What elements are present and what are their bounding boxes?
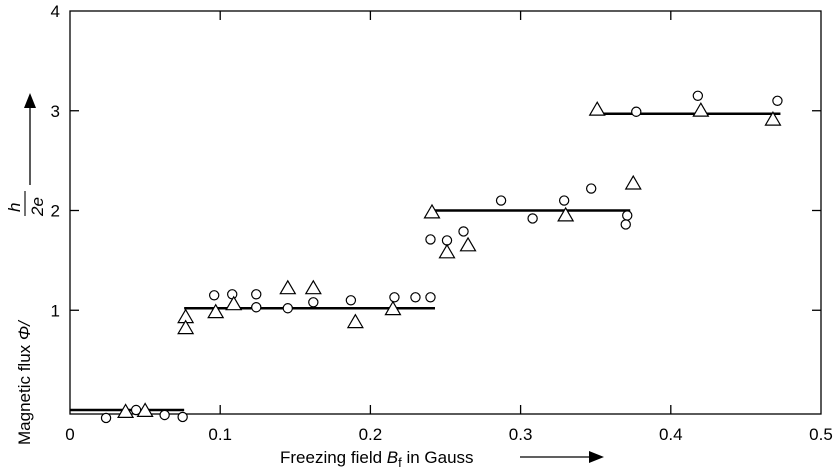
circle-marker [441,235,453,246]
x-axis-label-prefix: Freezing field [280,448,387,467]
axis-tick-labels: 0 0.1 0.2 0.3 0.4 0.5 1 2 3 4 [51,2,833,444]
y-axis-label: Magnetic flux Φ/ h 2e [5,93,47,445]
x-axis-label-subscript: f [398,455,402,470]
x-axis-arrow [520,451,604,463]
circle-marker [527,213,538,224]
y-axis-label-prefix: Magnetic flux [15,340,34,445]
triangle-marker [459,236,477,252]
triangle-marker [692,102,710,117]
circle-marker [620,219,631,230]
circle-marker [100,412,112,424]
circle-marker [389,292,400,303]
circle-marker [425,234,436,245]
circle-marker [251,289,262,300]
circle-marker [177,411,188,423]
circle-marker [308,297,319,308]
triangle-marker [136,402,154,417]
svg-text:Magnetic flux Φ/: Magnetic flux Φ/ [15,319,34,445]
circle-marker [495,195,507,206]
data-markers [100,90,783,424]
circle-marker [585,183,597,194]
circle-marker [631,106,642,117]
y-axis-label-frac-den: 2e [28,197,47,217]
triangle-marker [423,203,441,219]
plot-frame [69,10,822,415]
circle-marker [251,302,262,313]
y-axis-label-symbol: Φ/ [15,319,34,340]
triangle-marker [384,300,402,316]
step-lines [70,112,781,412]
circle-marker [425,292,436,303]
triangle-marker [624,174,642,190]
y-tick-label: 2 [51,202,60,221]
circle-marker [208,290,220,301]
triangle-marker [557,206,575,222]
circle-marker [282,303,293,314]
triangle-marker [588,101,606,116]
y-tick-label: 1 [51,301,60,320]
triangle-marker [304,279,322,295]
circle-marker [458,226,469,237]
triangle-marker [346,313,364,329]
x-tick-label: 0.2 [359,425,383,444]
x-tick-label: 0.3 [509,425,533,444]
circle-marker [692,90,704,101]
x-tick-label: 0.4 [659,425,683,444]
circle-marker [772,95,783,106]
circle-marker [410,292,421,303]
triangle-marker [207,303,225,319]
triangle-marker [438,243,456,259]
circle-marker [622,210,633,221]
triangle-marker [279,279,297,295]
x-axis-label: Freezing field Bf in Gauss [280,448,474,470]
x-axis-label-symbol: B [387,448,398,467]
x-axis-label-suffix: in Gauss [402,448,474,467]
triangle-marker [177,319,195,335]
x-tick-label: 0 [65,425,74,444]
x-tick-label: 0.1 [208,425,232,444]
y-tick-label: 3 [51,102,60,121]
triangle-marker [225,295,243,311]
triangle-marker [117,403,135,418]
x-tick-label: 0.5 [809,425,833,444]
y-axis-label-frac-num: h [5,203,24,212]
circle-marker [558,195,570,206]
triangle-marker [764,111,782,126]
circle-marker [227,289,238,300]
circle-marker [345,295,357,306]
circle-marker [159,409,170,421]
y-tick-label: 4 [51,2,60,21]
axis-ticks [70,11,821,414]
